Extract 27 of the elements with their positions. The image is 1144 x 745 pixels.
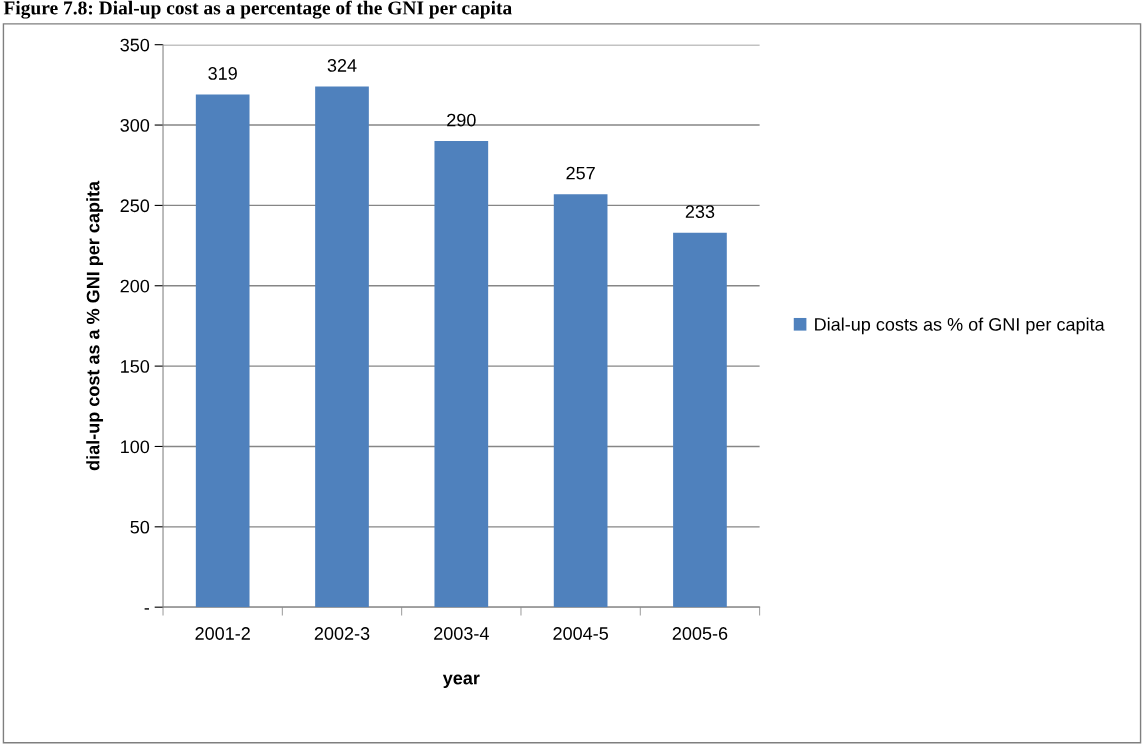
x-tick-label: 2002-3: [314, 627, 370, 640]
chart-title: Figure 7.8: Dial-up cost as a percentage of the GNI per capita: [3, 0, 512, 19]
x-axis-title: year: [442, 674, 480, 689]
x-tick-label: 2001-2: [195, 627, 250, 640]
y-tick-label: 50: [130, 520, 150, 534]
y-tick-label: 300: [120, 118, 150, 132]
y-tick-label: 250: [120, 199, 150, 213]
x-tick-label: 2004-5: [553, 627, 608, 640]
y-tick-label: -: [144, 608, 150, 610]
data-label: 324: [327, 59, 357, 72]
bar: [434, 141, 489, 608]
data-label: 290: [447, 113, 476, 127]
bar: [195, 94, 250, 608]
x-tick-label: 2003-4: [434, 627, 489, 640]
y-tick-label: 100: [121, 440, 150, 454]
y-tick-label: 200: [120, 279, 150, 293]
data-label: 319: [208, 67, 237, 80]
legend-label: Dial-up costs as % of GNI per capita: [815, 317, 1105, 335]
data-label: 257: [566, 166, 595, 180]
y-axis-title: dial-up cost as a % GNI per capita: [86, 180, 104, 471]
data-label: 233: [685, 205, 715, 219]
bar: [553, 194, 608, 608]
y-tick-label: 350: [120, 38, 150, 52]
bar: [673, 232, 727, 608]
bar: [315, 86, 369, 608]
x-tick-label: 2005-6: [672, 627, 728, 640]
y-tick-label: 150: [121, 360, 150, 373]
